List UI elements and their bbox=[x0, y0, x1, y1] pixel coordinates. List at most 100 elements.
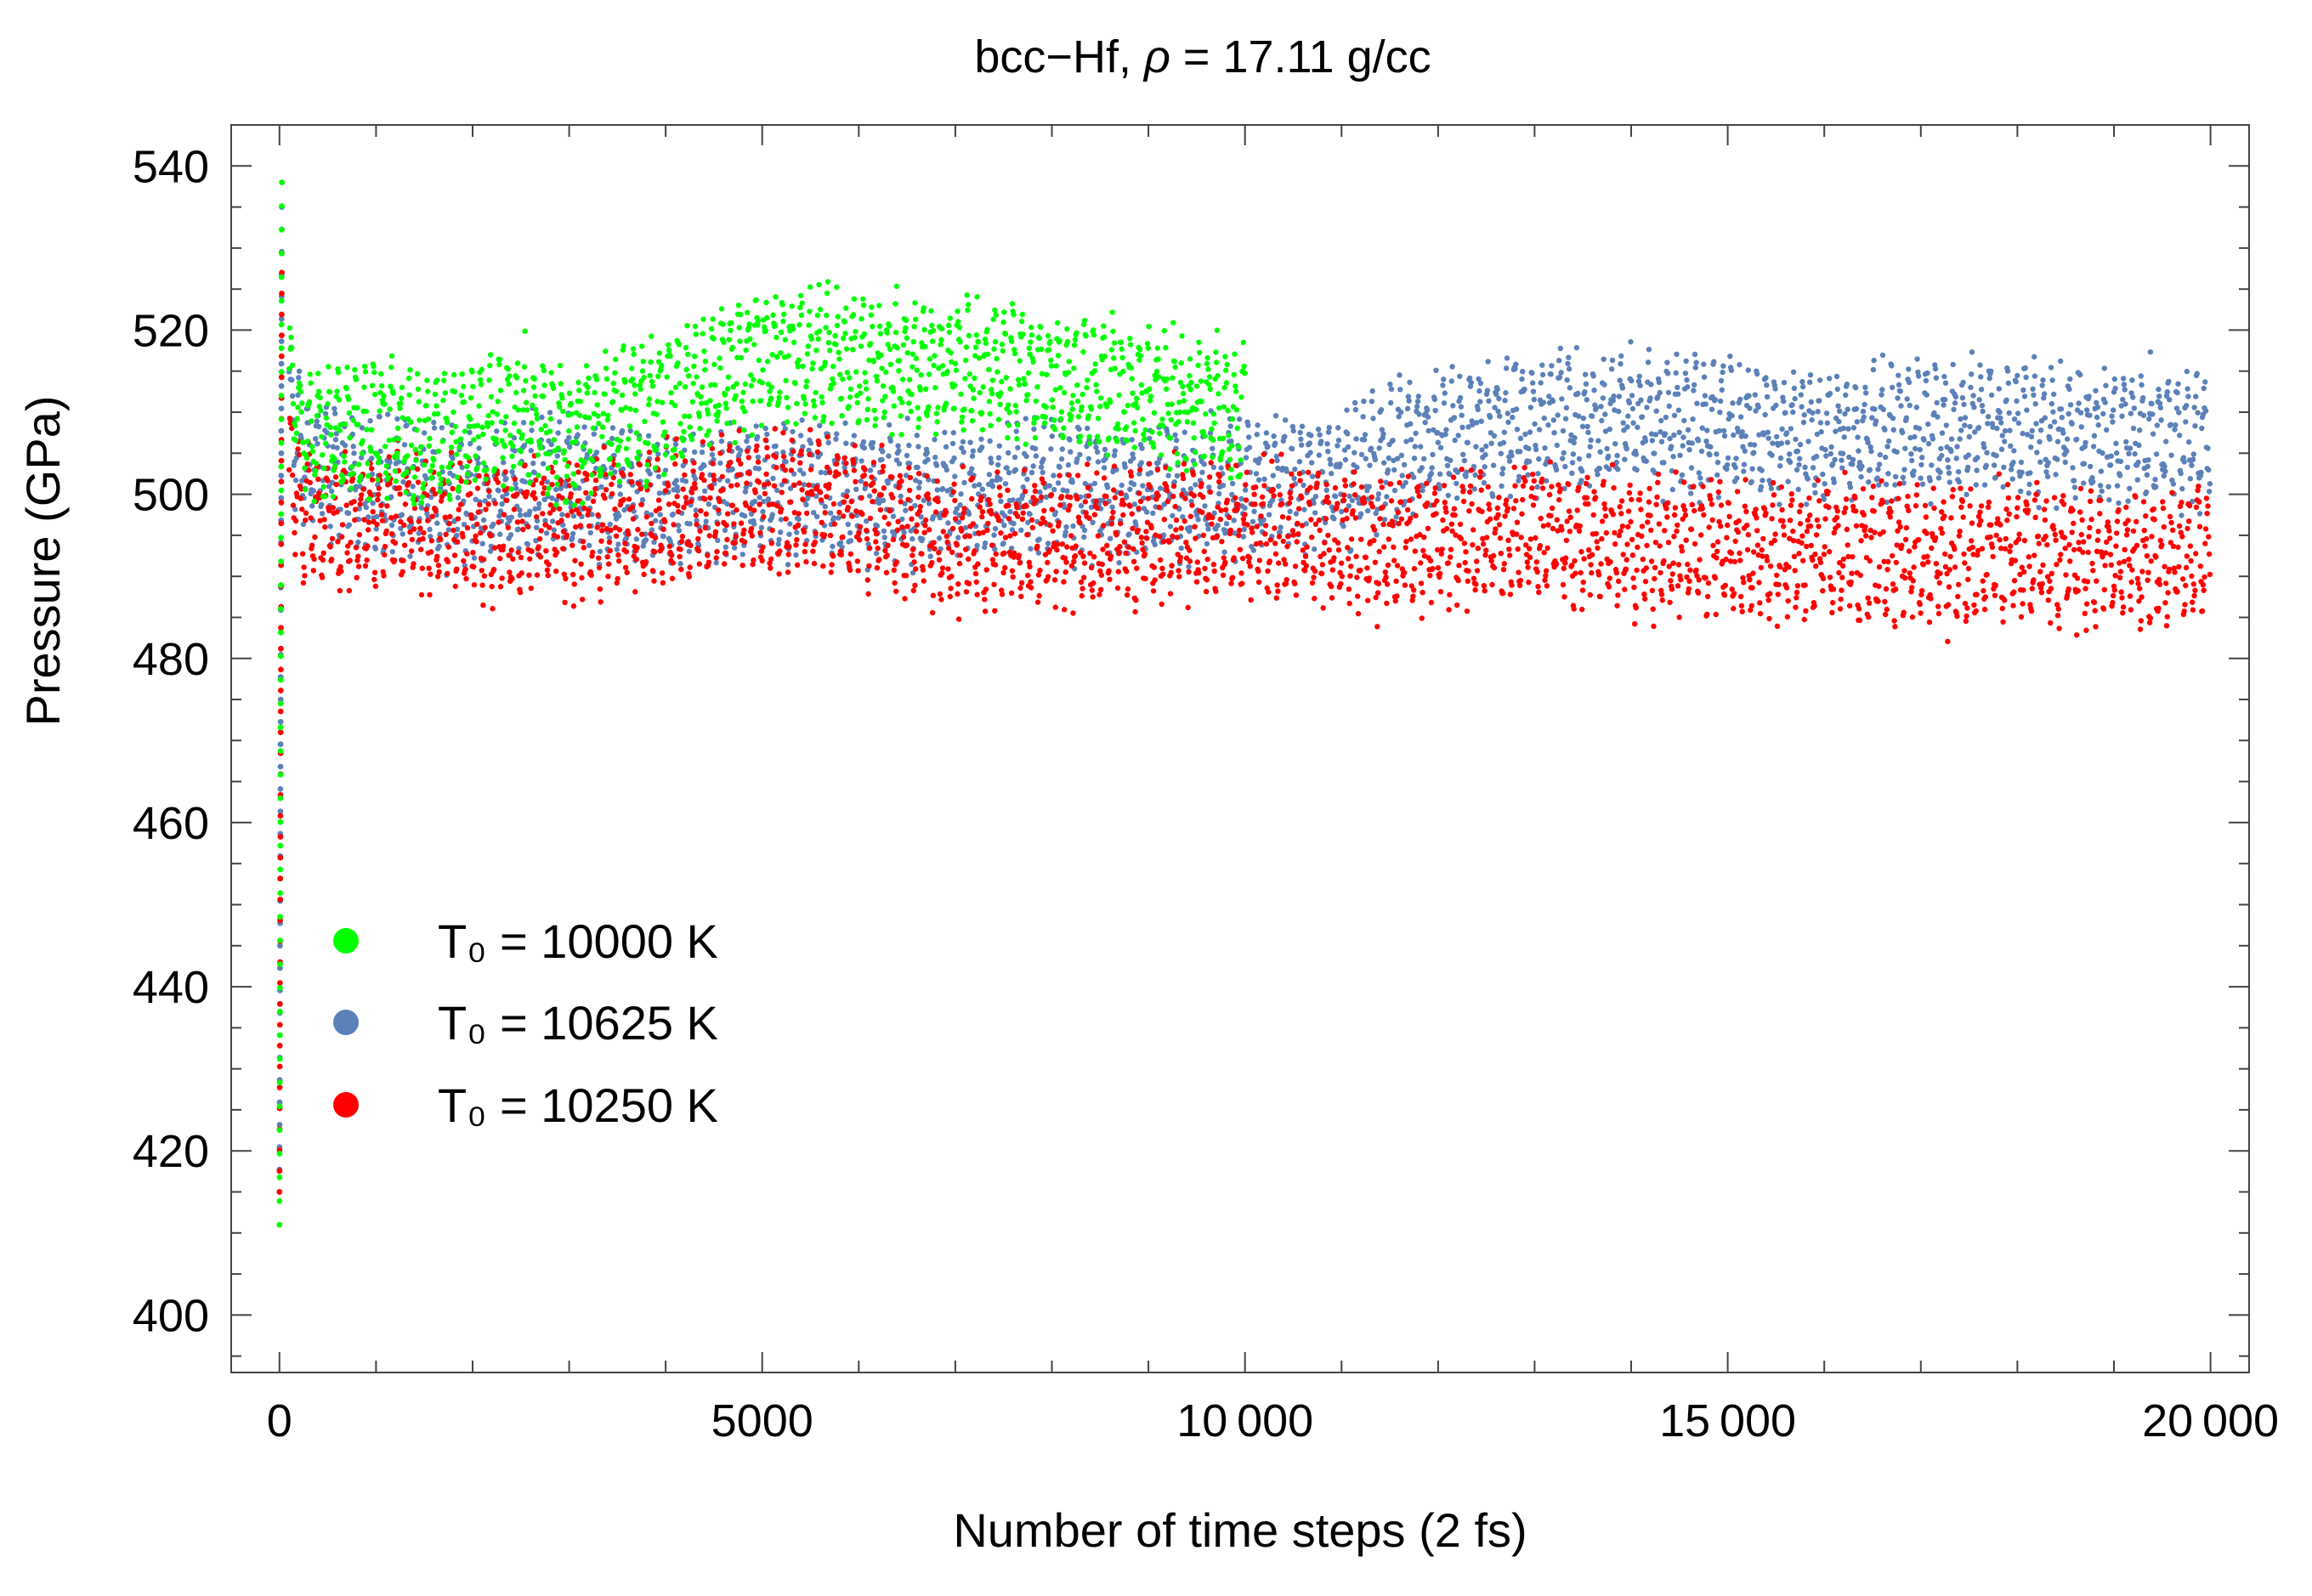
data-point bbox=[898, 493, 904, 500]
data-point bbox=[329, 557, 335, 563]
data-point bbox=[803, 558, 809, 565]
data-point bbox=[880, 497, 887, 503]
data-point bbox=[1748, 478, 1754, 485]
data-point bbox=[1424, 407, 1431, 413]
data-point bbox=[745, 433, 751, 439]
data-point bbox=[1231, 518, 1237, 524]
data-point bbox=[511, 507, 518, 512]
data-point bbox=[1398, 516, 1405, 522]
data-point bbox=[286, 467, 292, 473]
data-point bbox=[997, 492, 1003, 499]
data-point bbox=[902, 596, 908, 602]
data-point bbox=[1450, 403, 1456, 409]
data-point bbox=[1650, 606, 1656, 612]
data-point bbox=[1278, 451, 1284, 457]
data-point bbox=[1094, 449, 1101, 455]
data-point bbox=[1941, 373, 1947, 380]
data-point bbox=[2026, 490, 2032, 496]
data-point bbox=[2173, 422, 2179, 428]
data-point bbox=[1072, 553, 1079, 559]
data-point bbox=[1983, 462, 1989, 468]
data-point bbox=[464, 525, 471, 531]
data-point bbox=[922, 523, 928, 529]
data-point bbox=[2069, 421, 2075, 427]
data-point bbox=[1499, 471, 1505, 477]
data-point bbox=[1418, 560, 1424, 566]
data-point bbox=[1834, 386, 1840, 393]
data-point bbox=[1232, 462, 1239, 468]
data-point bbox=[1764, 393, 1771, 400]
data-point bbox=[506, 552, 512, 558]
data-point bbox=[1062, 569, 1068, 575]
data-point bbox=[1501, 561, 1508, 567]
data-point bbox=[1751, 450, 1757, 456]
data-point bbox=[632, 589, 638, 595]
data-point bbox=[1667, 599, 1673, 605]
data-point bbox=[359, 455, 365, 461]
data-point bbox=[1208, 460, 1214, 466]
data-point bbox=[1539, 485, 1546, 491]
data-point bbox=[514, 519, 521, 525]
data-point bbox=[1534, 484, 1540, 490]
data-point bbox=[1870, 366, 1877, 373]
data-point bbox=[570, 603, 577, 609]
data-point bbox=[752, 490, 758, 495]
data-point bbox=[1658, 569, 1663, 576]
data-point bbox=[1287, 508, 1293, 514]
data-point bbox=[1299, 423, 1306, 429]
data-point bbox=[1807, 379, 1813, 385]
data-point bbox=[545, 572, 551, 579]
data-point bbox=[656, 506, 663, 512]
data-point bbox=[1530, 388, 1537, 394]
data-point bbox=[1136, 471, 1142, 477]
data-point bbox=[1367, 462, 1373, 468]
data-point bbox=[1487, 516, 1493, 522]
data-point bbox=[774, 465, 779, 471]
data-point bbox=[1086, 515, 1092, 521]
data-point bbox=[789, 437, 795, 444]
data-point bbox=[1036, 536, 1042, 542]
data-point bbox=[1657, 543, 1663, 549]
data-point bbox=[1540, 399, 1547, 405]
data-point bbox=[727, 443, 733, 450]
data-point bbox=[1575, 390, 1581, 397]
data-point bbox=[774, 487, 780, 494]
data-point bbox=[520, 420, 527, 426]
data-point bbox=[652, 535, 659, 540]
data-point bbox=[1299, 442, 1305, 448]
data-point bbox=[1421, 535, 1427, 540]
data-point bbox=[2145, 463, 2150, 469]
data-point bbox=[797, 433, 804, 439]
data-point bbox=[879, 442, 885, 449]
data-point bbox=[1495, 512, 1501, 518]
data-point bbox=[1481, 583, 1488, 589]
data-point bbox=[448, 450, 455, 456]
data-point bbox=[1448, 546, 1454, 552]
data-point bbox=[1599, 518, 1606, 524]
data-point bbox=[329, 479, 336, 485]
data-point bbox=[2201, 385, 2207, 392]
data-point bbox=[279, 269, 285, 276]
data-point bbox=[959, 444, 965, 451]
data-point bbox=[616, 557, 622, 564]
data-point bbox=[276, 1022, 283, 1028]
data-point bbox=[673, 436, 679, 442]
data-point bbox=[1634, 467, 1640, 473]
data-point bbox=[798, 448, 805, 454]
data-point bbox=[808, 427, 813, 433]
data-point bbox=[418, 591, 425, 598]
data-point bbox=[352, 507, 359, 512]
data-point bbox=[1221, 549, 1227, 555]
data-point bbox=[853, 508, 859, 514]
data-point bbox=[944, 533, 950, 540]
data-point bbox=[1198, 480, 1204, 487]
data-point bbox=[2103, 382, 2109, 388]
data-point bbox=[1742, 433, 1748, 439]
data-point bbox=[1460, 489, 1466, 495]
data-point bbox=[445, 570, 450, 577]
data-point bbox=[594, 524, 600, 530]
data-point bbox=[2071, 484, 2078, 490]
data-point bbox=[2172, 427, 2178, 433]
data-point bbox=[1033, 497, 1040, 503]
data-point bbox=[1953, 456, 1959, 461]
